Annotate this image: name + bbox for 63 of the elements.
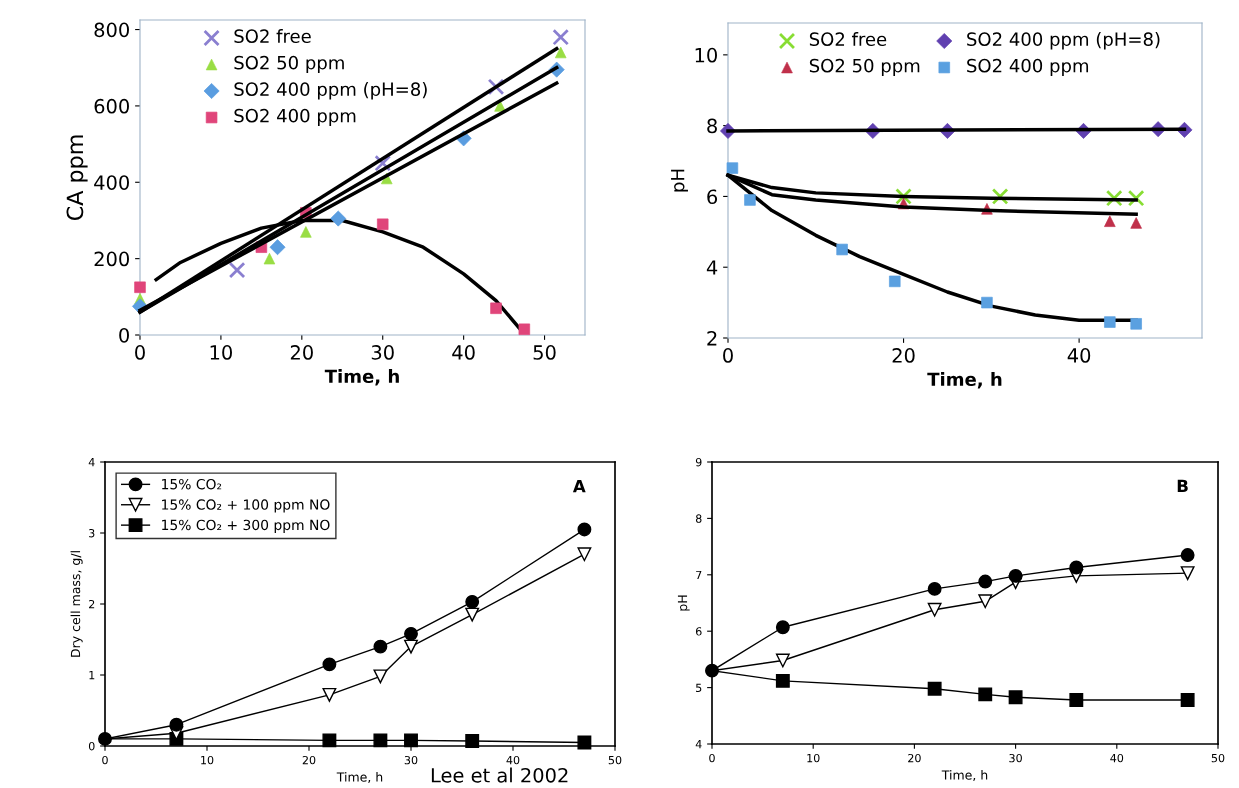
x-tick-label: 10 <box>210 345 232 360</box>
y-tick-label: 2 <box>89 599 95 609</box>
x-tick-label: 30 <box>404 755 418 765</box>
y-tick-label: 6 <box>707 189 718 205</box>
y-tick-label: 8 <box>695 514 702 523</box>
x-tick-label: 40 <box>506 755 520 765</box>
legend-label: 15% CO₂ + 100 ppm NO <box>162 499 330 513</box>
x-tick-label: 20 <box>290 345 313 360</box>
x-tick-label: 30 <box>1009 753 1022 763</box>
x-tick-label: 40 <box>1110 753 1124 763</box>
y-tick-label: 0 <box>119 327 129 343</box>
y-tick-label: 4 <box>695 740 702 749</box>
text: Lee et al 2002 <box>431 767 568 783</box>
y-axis-title: pH <box>671 169 688 192</box>
x-tick-label: 10 <box>201 755 214 765</box>
x-tick-label: 0 <box>102 755 108 765</box>
y-tick-label: 4 <box>88 458 95 467</box>
legend-label: 15% CO₂ + 300 ppm NO <box>162 519 330 533</box>
y-tick-label: 800 <box>94 22 129 38</box>
x-axis-title: Time, h <box>941 770 988 781</box>
y-tick-label: 4 <box>706 260 718 275</box>
x-tick-label: 0 <box>723 348 733 363</box>
y-tick-label: 200 <box>94 251 129 267</box>
x-tick-label: 10 <box>807 753 820 763</box>
legend-label: SO2 free <box>234 29 311 43</box>
legend-label: 15% CO₂ <box>162 478 222 490</box>
y-tick-label: 0 <box>88 741 95 751</box>
legend-label: SO2 400 ppm (pH=8) <box>234 82 427 100</box>
x-tick-label: 0 <box>135 345 145 360</box>
legend-label: SO2 400 ppm <box>234 108 356 127</box>
x-axis-title: Time, h <box>336 772 383 783</box>
legend-label: SO2 400 ppm (pH=8) <box>967 32 1160 50</box>
y-tick-label: 6 <box>695 627 702 636</box>
x-tick-label: 40 <box>452 345 475 360</box>
x-tick-label: 40 <box>1067 348 1091 363</box>
x-tick-label: 20 <box>302 755 316 765</box>
y-tick-label: 5 <box>696 683 702 692</box>
annotation: B <box>1177 479 1188 492</box>
legend-label: SO2 free <box>809 32 887 46</box>
annotation: A <box>572 480 586 493</box>
x-tick-label: 50 <box>1211 753 1225 763</box>
y-axis-title: CA ppm <box>66 135 88 221</box>
legend-label: SO2 400 ppm <box>967 58 1089 76</box>
legend-label: SO2 50 ppm <box>809 58 920 76</box>
x-tick-label: 20 <box>908 753 921 763</box>
x-tick-label: 50 <box>608 755 622 765</box>
legend-label: SO2 50 ppm <box>234 55 344 73</box>
y-tick-label: 10 <box>695 47 717 63</box>
x-axis-title: Time, h <box>927 372 1002 389</box>
y-tick-label: 8 <box>707 118 717 134</box>
y-tick-label: 600 <box>94 98 129 114</box>
x-axis-title: Time, h <box>324 369 399 386</box>
y-tick-label: 1 <box>89 671 95 680</box>
y-tick-label: 2 <box>707 330 717 346</box>
x-tick-label: 30 <box>371 345 394 360</box>
y-axis-title: Dry cell mass, g/l <box>70 551 83 657</box>
y-tick-label: 3 <box>89 528 95 538</box>
x-tick-label: 20 <box>892 348 915 363</box>
y-tick-label: 7 <box>696 570 702 580</box>
y-tick-label: 9 <box>695 457 702 467</box>
y-axis-title: pH <box>677 595 690 611</box>
x-tick-label: 50 <box>533 345 556 360</box>
y-tick-label: 400 <box>94 175 129 190</box>
